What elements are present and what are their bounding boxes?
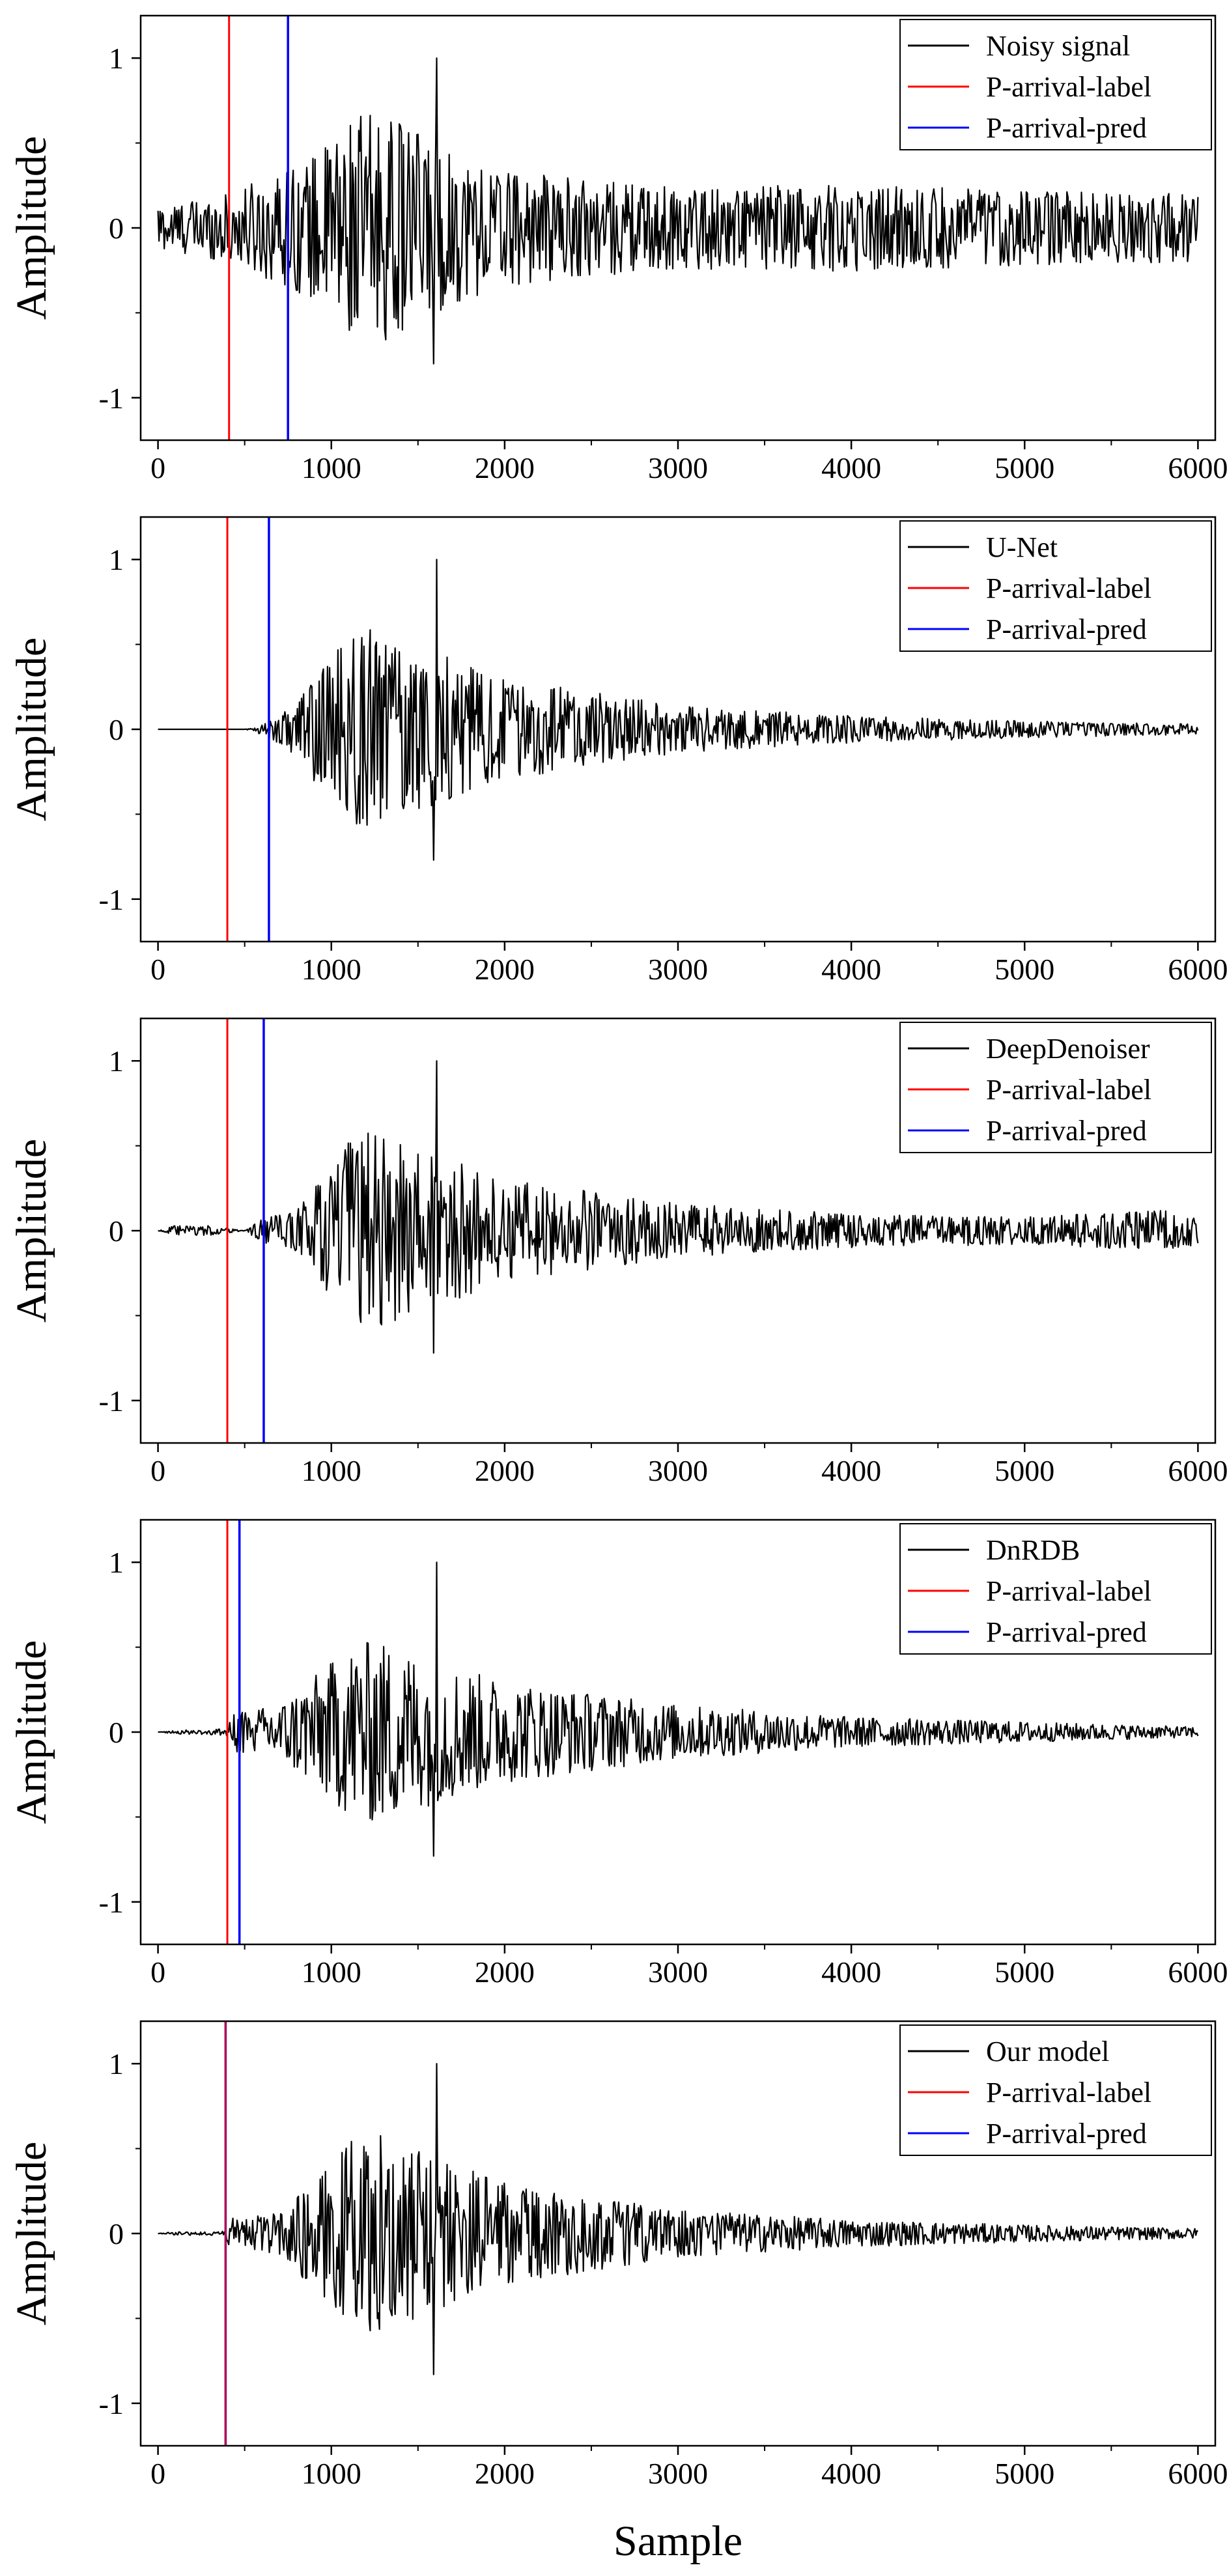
x-tick-label: 3000: [648, 2457, 708, 2490]
y-tick-label: -1: [99, 1384, 124, 1418]
legend-entry: Noisy signal: [986, 30, 1130, 62]
panel-1: 0 1000 2000 3000 4000 5000 6000 1 0 -1 Amplitude No…: [8, 14, 1227, 484]
x-tick-label: 5000: [994, 451, 1054, 484]
y-tick-label: 0: [109, 1716, 124, 1749]
x-tick-label: 3000: [648, 1454, 708, 1487]
x-tick-label: 3000: [648, 451, 708, 484]
x-tick-label: 5000: [994, 953, 1054, 986]
x-axis-title: Sample: [614, 2517, 742, 2565]
x-tick-label: 6000: [1168, 1454, 1227, 1487]
x-tick-label: 3000: [648, 953, 708, 986]
panel-2: 0 1000 2000 3000 4000 5000 6000 1 0 -1 Amplitude U-…: [8, 516, 1227, 986]
x-tick-label: 0: [150, 2457, 165, 2490]
x-tick-label: 3000: [648, 1955, 708, 1989]
legend-entry: P-arrival-pred: [986, 1616, 1147, 1648]
waveform-line: [158, 1060, 1199, 1354]
x-tick-label: 2000: [475, 953, 535, 986]
legend-entry: P-arrival-label: [986, 1074, 1151, 1106]
y-axis-title: Amplitude: [8, 136, 55, 320]
x-tick-label: 5000: [994, 1955, 1054, 1989]
legend-entry: P-arrival-label: [986, 572, 1151, 604]
x-tick-label: 2000: [475, 2457, 535, 2490]
x-tick-label: 4000: [821, 1454, 881, 1487]
y-tick-label: 1: [109, 2047, 124, 2080]
x-tick-label: 2000: [475, 1955, 535, 1989]
x-tick-label: 4000: [821, 953, 881, 986]
y-tick-label: -1: [99, 1886, 124, 1919]
legend-entry: P-arrival-label: [986, 2077, 1151, 2108]
y-tick-label: 0: [109, 212, 124, 245]
panel-4: 0 1000 2000 3000 4000 5000 6000 1 0 -1 Amplitude Dn…: [8, 1519, 1227, 1989]
x-tick-label: 6000: [1168, 2457, 1227, 2490]
y-tick-label: 1: [109, 1546, 124, 1579]
x-tick-label: 0: [150, 1955, 165, 1989]
waveform-line: [158, 1561, 1199, 1857]
legend-entry: P-arrival-pred: [986, 1115, 1147, 1147]
y-axis-title: Amplitude: [8, 1139, 55, 1323]
y-tick-label: -1: [99, 382, 124, 415]
x-tick-label: 4000: [821, 1955, 881, 1989]
legend-entry: P-arrival-pred: [986, 613, 1147, 645]
y-tick-label: 1: [109, 543, 124, 576]
legend-entry: P-arrival-pred: [986, 2118, 1147, 2149]
legend-entry: P-arrival-label: [986, 71, 1151, 103]
legend-entry: Our model: [986, 2036, 1109, 2067]
x-tick-label: 6000: [1168, 953, 1227, 986]
y-axis-title: Amplitude: [8, 1640, 55, 1824]
x-tick-label: 1000: [302, 2457, 361, 2490]
x-tick-label: 1000: [302, 1454, 361, 1487]
x-tick-label: 1000: [302, 1955, 361, 1989]
legend-entry: DeepDenoiser: [986, 1033, 1150, 1065]
x-tick-label: 1000: [302, 953, 361, 986]
panel-5: 0 1000 2000 3000 4000 5000 6000 1 0 -1 Amplitude Ou…: [8, 2020, 1227, 2490]
legend-entry: DnRDB: [986, 1534, 1080, 1566]
x-tick-label: 6000: [1168, 1955, 1227, 1989]
y-tick-label: 0: [109, 1214, 124, 1248]
legend-entry: P-arrival-label: [986, 1575, 1151, 1607]
legend-entry: P-arrival-pred: [986, 112, 1147, 144]
x-tick-label: 6000: [1168, 451, 1227, 484]
x-tick-label: 5000: [994, 1454, 1054, 1487]
waveform-line: [158, 2063, 1199, 2375]
waveform-line: [158, 559, 1199, 861]
x-tick-label: 2000: [475, 1454, 535, 1487]
y-axis-title: Amplitude: [8, 2142, 55, 2325]
waveform-line: [157, 57, 1199, 365]
y-tick-label: 1: [109, 42, 124, 75]
y-axis-title: Amplitude: [8, 637, 55, 821]
y-tick-label: -1: [99, 2387, 124, 2420]
x-tick-label: 0: [150, 1454, 165, 1487]
x-tick-label: 0: [150, 953, 165, 986]
y-tick-label: 0: [109, 713, 124, 746]
x-tick-label: 5000: [994, 2457, 1054, 2490]
x-tick-label: 1000: [302, 451, 361, 484]
x-tick-label: 2000: [475, 451, 535, 484]
x-tick-label: 0: [150, 451, 165, 484]
x-tick-label: 4000: [821, 2457, 881, 2490]
y-tick-label: 0: [109, 2217, 124, 2250]
panel-3: 0 1000 2000 3000 4000 5000 6000 1 0 -1 Amplitude De…: [8, 1017, 1227, 1487]
y-tick-label: -1: [99, 883, 124, 916]
legend-entry: U-Net: [986, 531, 1058, 563]
x-tick-label: 4000: [821, 451, 881, 484]
y-tick-label: 1: [109, 1044, 124, 1078]
